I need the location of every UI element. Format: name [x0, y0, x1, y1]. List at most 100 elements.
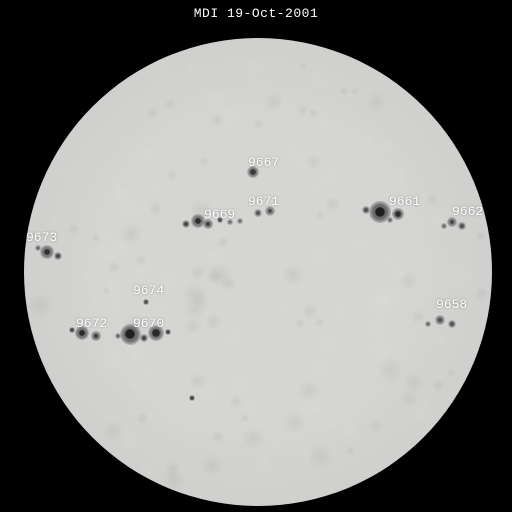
granule	[322, 170, 339, 187]
granule	[393, 166, 407, 180]
region-label-9673: 9673	[26, 230, 57, 245]
granule	[138, 459, 158, 479]
granule	[339, 86, 349, 96]
sunspot-umbra	[56, 254, 60, 258]
granule	[263, 91, 284, 112]
granule	[297, 104, 309, 116]
granule	[127, 379, 141, 393]
granule	[102, 286, 111, 295]
granule	[301, 450, 312, 461]
granule	[52, 164, 62, 174]
granule	[189, 264, 206, 281]
region-label-9672: 9672	[76, 316, 107, 331]
granule	[285, 143, 301, 159]
granule	[435, 333, 449, 347]
granule	[408, 399, 435, 426]
granule	[368, 418, 384, 434]
granule	[159, 65, 173, 79]
sunspot-umbra	[70, 328, 73, 331]
granule	[206, 89, 229, 112]
granule	[382, 253, 396, 267]
solar-disc	[24, 38, 492, 506]
region-label-9667: 9667	[248, 155, 279, 170]
granule	[109, 294, 126, 311]
granule	[67, 223, 80, 236]
granule	[302, 394, 325, 417]
granule	[295, 318, 305, 328]
sunspot-umbra	[184, 222, 188, 226]
granule	[365, 91, 387, 113]
granule	[146, 106, 159, 119]
granule	[431, 378, 446, 393]
solar-image-stage: MDI 19-Oct-2001 966796719669966196629673…	[0, 0, 512, 512]
sunspot-umbra	[364, 208, 368, 212]
granule	[301, 303, 318, 320]
granule	[141, 365, 155, 379]
granule	[81, 269, 92, 280]
granule	[243, 56, 265, 78]
granule	[317, 333, 339, 355]
granule	[91, 233, 100, 242]
granule	[47, 215, 62, 230]
sunspot-umbra	[144, 300, 147, 303]
granule	[299, 62, 307, 70]
granule	[128, 346, 147, 365]
sunspot-umbra	[166, 330, 169, 333]
granule	[232, 375, 253, 396]
region-label-9674: 9674	[133, 283, 164, 298]
granule	[341, 419, 360, 438]
granule	[91, 241, 116, 266]
granule	[304, 153, 322, 171]
granule	[315, 186, 324, 195]
granule	[272, 440, 285, 453]
granule	[241, 398, 262, 419]
granule	[324, 414, 342, 432]
granule	[102, 347, 130, 375]
granule	[363, 315, 389, 341]
image-title: MDI 19-Oct-2001	[0, 6, 512, 21]
granule	[164, 98, 176, 110]
granule	[153, 185, 163, 195]
granule	[188, 372, 207, 391]
granule	[281, 263, 305, 287]
granule	[226, 329, 245, 348]
granule	[198, 156, 209, 167]
granule	[308, 108, 319, 119]
sunspot-umbra	[450, 322, 454, 326]
granule	[276, 305, 285, 314]
region-label-9671: 9671	[248, 194, 279, 209]
region-label-9661: 9661	[389, 194, 420, 209]
granule	[282, 410, 305, 433]
granule	[252, 118, 265, 131]
granule	[241, 427, 265, 451]
granule	[131, 260, 151, 280]
sunspot-umbra	[190, 396, 193, 399]
granule	[315, 210, 325, 220]
granule	[312, 360, 328, 376]
granule	[448, 263, 475, 290]
granule	[399, 272, 417, 290]
granule	[345, 445, 356, 456]
granule	[350, 87, 359, 96]
granule	[474, 286, 489, 301]
region-label-9670: 9670	[133, 316, 164, 331]
granule	[119, 222, 143, 246]
granule	[314, 317, 325, 328]
granule	[184, 318, 201, 335]
granule	[309, 70, 326, 87]
granule	[377, 137, 396, 156]
granule	[137, 142, 159, 164]
granule	[410, 309, 426, 325]
granule	[89, 292, 103, 306]
granule	[121, 430, 142, 451]
region-label-9662: 9662	[452, 204, 483, 219]
granule	[426, 193, 439, 206]
granule	[191, 290, 210, 309]
granule	[205, 313, 222, 330]
granule	[372, 283, 400, 311]
sunspot-umbra	[460, 224, 464, 228]
granule	[363, 134, 374, 145]
granule	[476, 231, 487, 242]
granule	[310, 244, 331, 265]
granule	[324, 196, 341, 213]
